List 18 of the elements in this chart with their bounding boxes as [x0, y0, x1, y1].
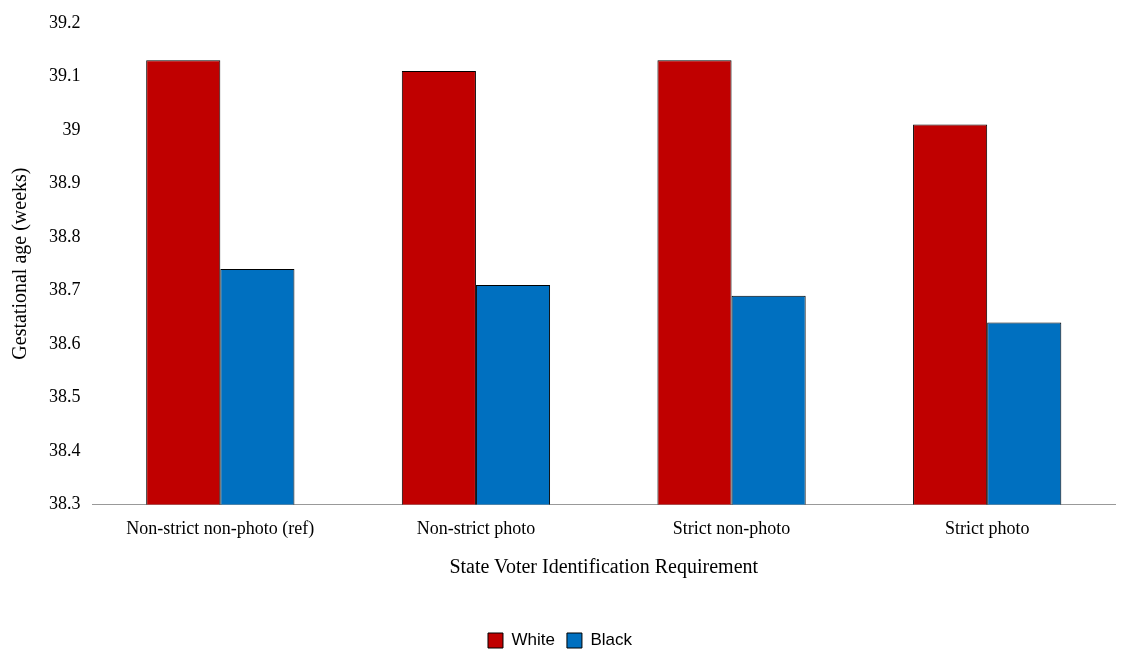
- y-tick-label: 38.8: [49, 225, 81, 246]
- legend-label: Black: [590, 630, 633, 650]
- x-tick-label: Non-strict photo: [416, 517, 536, 538]
- y-tick-label: 38.9: [49, 172, 81, 193]
- x-tick-label: Strict photo: [944, 517, 1030, 538]
- y-tick-label: 39.1: [49, 65, 81, 86]
- x-tick-label: Strict non-photo: [672, 517, 791, 538]
- legend-label: White: [511, 630, 555, 650]
- y-tick-label: 38.6: [49, 332, 81, 353]
- y-tick-label: 38.5: [49, 386, 81, 407]
- x-axis-title: State Voter Identification Requirement: [449, 555, 759, 579]
- y-tick-label: 39.2: [49, 11, 81, 32]
- y-tick-label: 39: [62, 118, 81, 139]
- x-tick-label: Non-strict non-photo (ref): [126, 517, 315, 539]
- y-tick-label: 38.4: [49, 439, 81, 460]
- y-tick-label: 38.3: [49, 493, 81, 514]
- y-tick-label: 38.7: [49, 279, 81, 300]
- y-axis-title: Gestational age (weeks): [8, 167, 32, 360]
